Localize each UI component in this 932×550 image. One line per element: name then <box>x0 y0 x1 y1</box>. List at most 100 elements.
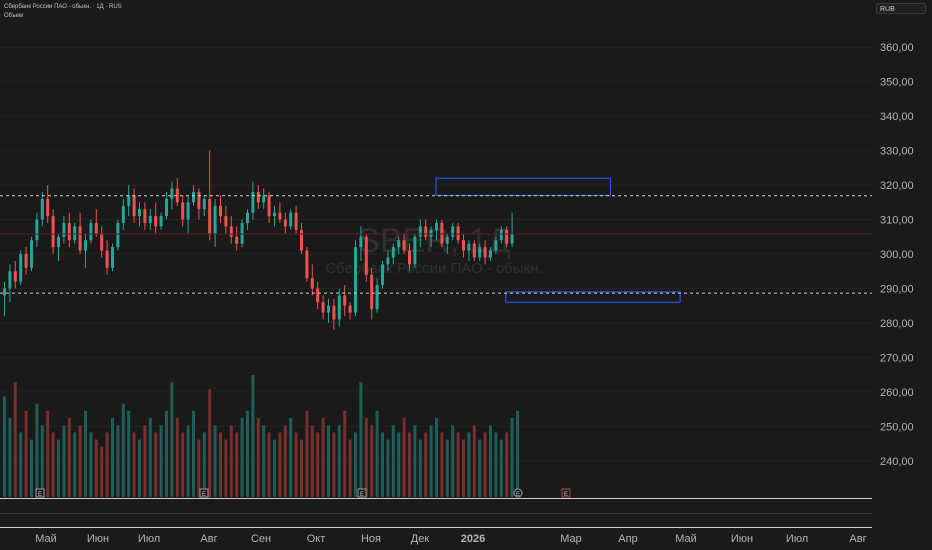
y-tick-label: 320,00 <box>880 180 914 192</box>
candle-body <box>84 240 87 251</box>
volume-bar <box>127 410 131 497</box>
event-marker[interactable] <box>513 488 523 498</box>
volume-bar <box>35 403 39 497</box>
x-tick-label: Июл <box>138 533 160 545</box>
candle-body <box>283 219 287 227</box>
candle-body <box>224 216 228 227</box>
event-marker[interactable] <box>561 488 571 498</box>
volume-bar <box>251 375 255 497</box>
event-marker[interactable] <box>357 488 367 498</box>
candle-body <box>489 250 492 258</box>
y-tick-label: 310,00 <box>880 215 914 227</box>
candle-body <box>13 271 17 282</box>
volume-bar <box>105 432 109 497</box>
x-tick-label: Апр <box>618 533 637 545</box>
candle-body <box>337 295 341 320</box>
volume-bar <box>116 425 120 497</box>
candle-body <box>40 198 44 220</box>
candle-body <box>429 229 433 237</box>
y-tick-label: 240,00 <box>880 456 914 468</box>
y-tick-label: 270,00 <box>880 352 914 364</box>
candle-body <box>424 226 428 237</box>
volume-bar <box>413 425 417 497</box>
volume-bar <box>240 418 244 497</box>
volume-bar <box>359 382 363 497</box>
volume-bar <box>510 418 514 497</box>
volume-bar <box>327 425 330 497</box>
volume-bar <box>483 432 487 497</box>
candle-body <box>251 191 255 213</box>
time-axis[interactable]: Май Июн Июл Авг Сен Окт Ноя Дек 2026 Мар Апр Май Июн… <box>35 533 866 545</box>
candle-body <box>46 198 50 217</box>
candle-body <box>478 247 482 258</box>
candle-body <box>354 247 357 313</box>
volume-bar <box>354 432 357 497</box>
volume-bar <box>138 439 141 497</box>
event-marker[interactable] <box>199 488 209 498</box>
candle-body <box>391 247 395 258</box>
candle-body <box>321 302 325 313</box>
candle-body <box>262 195 266 203</box>
candle-body <box>186 202 190 220</box>
volume-bar <box>170 382 174 497</box>
zone-rectangle[interactable] <box>435 177 611 196</box>
volume-bar <box>78 425 82 497</box>
volume-bar <box>505 432 509 497</box>
candle-body <box>165 198 168 217</box>
candle-body <box>159 216 163 227</box>
currency-button[interactable]: RUB <box>876 3 926 14</box>
price-axis[interactable]: 360,00 350,00 340,00 330,00 320,00 310,00 300,… <box>872 0 932 550</box>
volume-bar <box>391 425 395 497</box>
volume-bar <box>208 389 212 497</box>
chart-legend: Сбербанк России ПАО - обыкн. · 1Д · RUS … <box>4 3 122 21</box>
candle-body <box>327 305 330 313</box>
volume-bar <box>343 410 347 497</box>
candle-body <box>256 191 260 203</box>
candle-body <box>19 254 23 282</box>
event-marker-label: E <box>38 492 42 498</box>
volume-bar <box>73 432 77 497</box>
candle-body <box>3 288 6 296</box>
volume-bar <box>19 432 23 497</box>
volume-bar <box>46 410 50 497</box>
volume-bar <box>224 439 228 497</box>
candle-body <box>289 212 293 227</box>
volume-bar <box>246 410 249 497</box>
candle-body <box>246 212 249 223</box>
candle-body <box>300 229 303 251</box>
y-tick-label: 290,00 <box>880 283 914 295</box>
volume-bar <box>30 439 33 497</box>
symbol-watermark: SBER, 1Д Сбербанк России ПАО - обыкн. <box>325 222 542 277</box>
volume-bar <box>219 432 222 497</box>
zone-rectangle[interactable] <box>505 291 681 303</box>
volume-bar <box>316 432 320 497</box>
volume-bar <box>467 432 471 497</box>
volume-bar <box>192 410 195 497</box>
volume-bar <box>67 418 71 497</box>
x-tick-label: Авг <box>200 533 217 545</box>
volume-bar <box>456 432 460 497</box>
candle-body <box>111 247 114 268</box>
candle-body <box>440 222 444 244</box>
candle-body <box>505 229 509 244</box>
volume-bar <box>310 425 314 497</box>
y-tick-label: 340,00 <box>880 111 914 123</box>
volume-bar <box>159 425 163 497</box>
volume-bar <box>375 410 379 497</box>
candle-body <box>370 274 374 310</box>
candle-body <box>494 240 498 251</box>
candle-body <box>510 234 514 244</box>
event-marker[interactable] <box>35 488 45 498</box>
x-tick-label: Сен <box>251 533 271 545</box>
volume-bar <box>445 439 449 497</box>
candle-body <box>456 226 460 241</box>
volume-bar <box>305 410 309 497</box>
x-tick-label: Май <box>675 533 697 545</box>
candle-body <box>278 212 282 220</box>
volume-bar <box>408 432 411 497</box>
event-marker-label: E <box>516 492 520 498</box>
volume-bar <box>165 410 168 497</box>
volume-bar <box>94 439 98 497</box>
